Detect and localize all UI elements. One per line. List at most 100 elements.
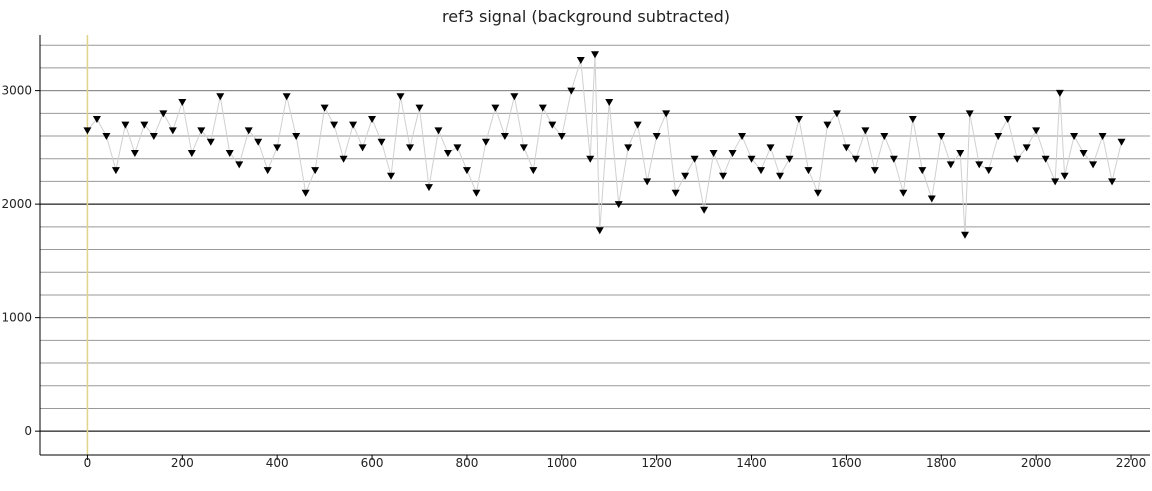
data-point (747, 155, 756, 163)
data-point (1022, 144, 1031, 152)
data-point (339, 155, 348, 163)
data-point (567, 87, 576, 95)
data-point (766, 144, 775, 152)
data-point (662, 110, 671, 118)
data-point (548, 121, 557, 129)
data-point (206, 138, 215, 146)
data-point (719, 172, 728, 180)
x-tick-label: 0 (84, 456, 92, 470)
data-point (605, 98, 614, 106)
data-point (776, 172, 784, 180)
data-point (861, 127, 870, 135)
data-point (301, 189, 310, 197)
data-point (794, 116, 803, 123)
data-point (529, 167, 538, 175)
data-point (197, 127, 206, 135)
data-point (1051, 178, 1060, 186)
data-point (1032, 127, 1041, 135)
data-point (1041, 155, 1050, 163)
data-point (149, 133, 158, 141)
data-point (804, 167, 813, 175)
data-point (823, 121, 832, 129)
data-point (330, 121, 339, 129)
x-tick-label: 800 (455, 456, 478, 470)
data-point (121, 121, 130, 129)
data-point (918, 167, 927, 175)
data-point (557, 133, 566, 141)
data-point (813, 189, 822, 197)
data-point (462, 167, 471, 175)
data-point (937, 133, 946, 141)
data-point (491, 104, 500, 112)
data-point (961, 231, 969, 239)
data-point (263, 167, 272, 175)
data-point (519, 144, 528, 152)
data-point (396, 93, 405, 101)
data-point (406, 144, 414, 152)
data-point (785, 155, 794, 163)
data-point (510, 93, 519, 101)
data-point (870, 167, 879, 175)
data-point (349, 121, 358, 129)
y-tick-label: 3000 (1, 84, 32, 98)
data-point (851, 155, 860, 163)
data-point (624, 144, 633, 152)
data-point (130, 150, 139, 158)
data-point (681, 172, 690, 180)
data-point (1003, 116, 1012, 123)
data-point (1079, 150, 1088, 158)
data-point (738, 133, 747, 141)
data-point (254, 138, 263, 146)
data-point (643, 178, 652, 186)
data-point (387, 172, 396, 180)
y-tick-label: 2000 (1, 197, 32, 211)
data-point (500, 133, 509, 141)
data-point (1070, 133, 1079, 141)
x-tick-label: 1000 (547, 456, 578, 470)
data-point (1108, 178, 1117, 186)
data-point (614, 201, 623, 209)
data-point (1098, 133, 1107, 141)
data-point (709, 150, 718, 158)
data-point (358, 144, 367, 152)
data-point (975, 161, 984, 169)
y-tick-label: 0 (24, 424, 32, 438)
data-point (273, 144, 282, 152)
data-point (111, 167, 120, 175)
data-point (377, 138, 386, 146)
data-point (292, 133, 301, 141)
data-point (984, 167, 993, 175)
y-tick-label: 1000 (1, 311, 32, 325)
data-point (842, 144, 851, 152)
data-point (159, 110, 168, 118)
data-point (832, 110, 841, 118)
data-point (311, 167, 320, 175)
data-point (908, 116, 917, 123)
data-point (899, 189, 908, 197)
data-point (1089, 161, 1098, 169)
data-point (586, 155, 595, 163)
data-point (415, 104, 424, 112)
x-tick-label: 1400 (736, 456, 767, 470)
data-point (178, 98, 187, 106)
data-point (595, 227, 604, 235)
data-point (216, 93, 225, 101)
data-point (576, 56, 585, 64)
data-point (591, 51, 599, 59)
data-point (700, 206, 709, 214)
data-point (244, 127, 253, 135)
data-point (443, 150, 452, 158)
x-tick-label: 600 (361, 456, 384, 470)
data-point (927, 195, 936, 203)
x-tick-label: 200 (171, 456, 194, 470)
data-point (633, 121, 642, 129)
data-point (1013, 155, 1022, 163)
data-point (225, 150, 234, 158)
data-point (994, 133, 1003, 141)
data-point (102, 133, 111, 141)
data-point (481, 138, 490, 146)
data-point (946, 161, 955, 169)
data-point (690, 155, 699, 163)
